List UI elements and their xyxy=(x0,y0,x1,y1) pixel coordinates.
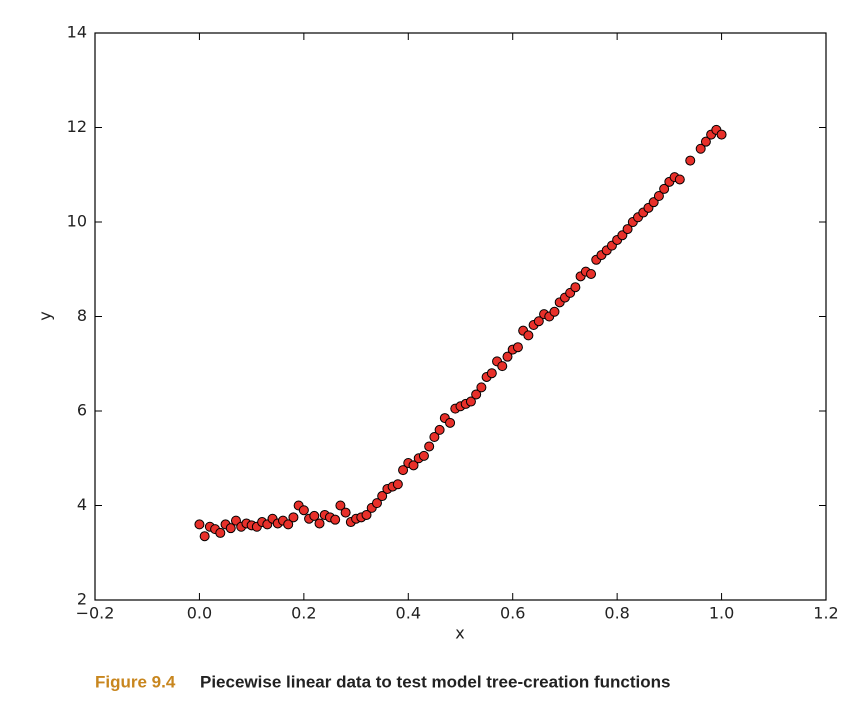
point xyxy=(215,527,226,538)
x-tick-label: −0.2 xyxy=(76,604,115,623)
plot-frame xyxy=(94,32,827,601)
y-tick-label: 6 xyxy=(77,401,87,420)
point xyxy=(476,382,487,393)
y-axis-label: y xyxy=(36,311,55,320)
point xyxy=(377,491,388,502)
point xyxy=(298,505,309,516)
point xyxy=(523,330,534,341)
point xyxy=(586,268,597,279)
y-tick-label: 14 xyxy=(67,23,87,42)
point xyxy=(465,396,476,407)
point xyxy=(371,498,382,509)
point xyxy=(549,306,560,317)
caption: Piecewise linear data to test model tree… xyxy=(200,672,670,691)
x-tick-label: 0.6 xyxy=(500,604,525,623)
point xyxy=(471,389,482,400)
x-axis-label: x xyxy=(455,624,464,643)
y-tick-label: 4 xyxy=(77,495,87,514)
y-tick-label: 2 xyxy=(77,590,87,609)
caption-label: Figure 9.4 xyxy=(95,672,176,691)
point xyxy=(283,519,294,530)
x-tick-label: 0.8 xyxy=(604,604,629,623)
point xyxy=(533,316,544,327)
point xyxy=(622,224,633,235)
y-tick-label: 8 xyxy=(77,306,87,325)
x-tick-label: 0.2 xyxy=(291,604,316,623)
point xyxy=(434,424,445,435)
point xyxy=(392,479,403,490)
point xyxy=(659,183,670,194)
point xyxy=(309,510,320,521)
y-tick-label: 12 xyxy=(67,117,87,136)
point xyxy=(288,512,299,523)
x-tick-label: 0.4 xyxy=(396,604,421,623)
point xyxy=(512,342,523,353)
point xyxy=(700,136,711,147)
point xyxy=(445,417,456,428)
point xyxy=(429,431,440,442)
point xyxy=(716,129,727,140)
point xyxy=(695,143,706,154)
point xyxy=(653,191,664,202)
point xyxy=(502,351,513,362)
point xyxy=(486,368,497,379)
point xyxy=(361,509,372,520)
point xyxy=(335,500,346,511)
x-tick-label: 1.0 xyxy=(709,604,734,623)
point xyxy=(225,523,236,534)
point xyxy=(194,519,205,530)
point xyxy=(340,507,351,518)
point xyxy=(685,155,696,166)
point xyxy=(424,441,435,452)
point xyxy=(314,518,325,529)
point xyxy=(408,460,419,471)
point xyxy=(418,450,429,461)
point xyxy=(330,514,341,525)
y-tick-label: 10 xyxy=(67,212,87,231)
point xyxy=(398,465,409,476)
point xyxy=(570,282,581,293)
point xyxy=(674,174,685,185)
point xyxy=(199,531,210,542)
point xyxy=(497,361,508,372)
x-tick-label: 1.2 xyxy=(813,604,838,623)
x-tick-label: 0.0 xyxy=(187,604,212,623)
